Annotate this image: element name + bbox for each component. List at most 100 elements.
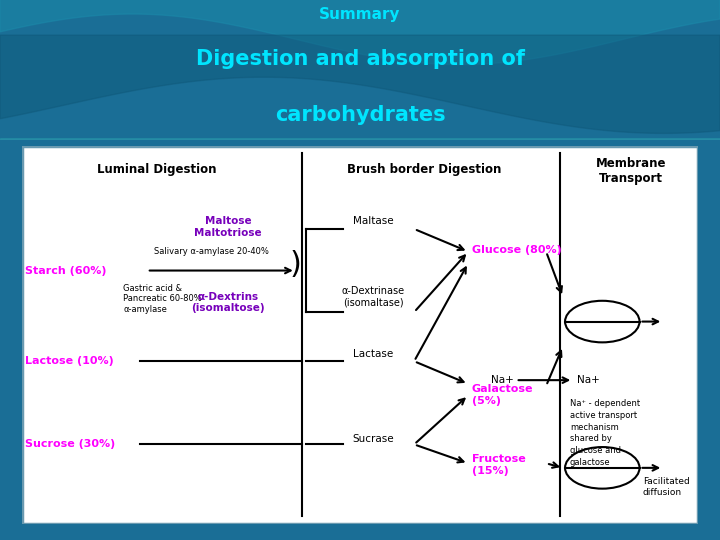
Bar [0,139,720,140]
Bar [0,139,720,140]
Bar [0,139,720,140]
Bar [0,139,720,140]
Text: Digestion and absorption of: Digestion and absorption of [196,49,524,69]
Bar [0,139,720,140]
Bar [0,139,720,140]
Bar [0,139,720,140]
Bar [0,139,720,140]
Bar [0,139,720,140]
Bar [0,139,720,140]
Bar [0,139,720,140]
Bar [0,139,720,140]
Bar [0,139,720,140]
Text: Luminal Digestion: Luminal Digestion [97,163,217,176]
Bar [0,139,720,140]
Bar [0,139,720,140]
Bar [0,139,720,140]
Bar [0,139,720,140]
Text: α-Dextrinase
(isomaltase): α-Dextrinase (isomaltase) [342,286,405,308]
Bar [0,139,720,140]
Bar [0,139,720,140]
Bar [0,139,720,140]
Bar [0,139,720,140]
Bar [0,139,720,140]
Bar [0,139,720,140]
Bar [0,139,720,140]
Bar [0,139,720,140]
Bar [0,139,720,140]
Bar [0,139,720,140]
Bar [0,139,720,140]
Bar [0,139,720,140]
Bar [0,139,720,140]
Bar [0,139,720,140]
Text: ): ) [289,251,302,279]
Text: Facilitated
diffusion: Facilitated diffusion [643,477,690,497]
Bar [0,139,720,140]
Bar [0,139,720,140]
Text: Maltase: Maltase [354,217,394,226]
Bar [0,139,720,140]
Bar [0,139,720,140]
Bar [0,139,720,140]
Bar [0,139,720,140]
Bar [0,139,720,140]
Bar [0,139,720,140]
Bar [0,139,720,140]
Bar [0,139,720,140]
Text: Maltose
Maltotriose: Maltose Maltotriose [194,216,262,238]
Bar [0,139,720,140]
Bar [0,139,720,140]
Bar [0,139,720,140]
Bar [0,139,720,140]
Bar [0,139,720,140]
Bar [0,139,720,140]
Bar [0,139,720,140]
Bar [0,139,720,140]
Bar [0,139,720,140]
Text: Sucrase: Sucrase [353,434,395,444]
Text: Membrane
Transport: Membrane Transport [595,157,666,185]
Bar [0,139,720,140]
Bar [0,139,720,140]
Bar [0,139,720,140]
Bar [0,139,720,140]
Bar [0,139,720,140]
Bar [0,139,720,140]
Bar [0,139,720,140]
Bar [0,139,720,140]
Bar [0,139,720,140]
Bar [0,139,720,140]
Bar [0,139,720,140]
Text: Starch (60%): Starch (60%) [25,266,107,275]
Bar [0,139,720,140]
Bar [0,139,720,140]
Bar [0,139,720,140]
Bar [0,139,720,140]
Bar [0,139,720,140]
Bar [0,139,720,140]
Bar [0,139,720,140]
Bar [0,139,720,140]
Bar [0,139,720,140]
FancyBboxPatch shape [22,146,698,524]
Bar [0,139,720,140]
Bar [0,139,720,140]
Bar [0,139,720,140]
Text: Brush border Digestion: Brush border Digestion [347,163,502,176]
Text: Fructose
(15%): Fructose (15%) [472,455,526,476]
Bar [0,139,720,140]
Bar [0,139,720,140]
Text: Gastric acid &
Pancreatic 60-80%
α-amylase: Gastric acid & Pancreatic 60-80% α-amyla… [123,284,202,314]
Text: Lactose (10%): Lactose (10%) [25,356,114,366]
Bar [0,139,720,140]
Bar [0,139,720,140]
Bar [0,139,720,140]
Text: Salivary α-amylase 20-40%: Salivary α-amylase 20-40% [153,247,269,256]
Bar [0,139,720,140]
Bar [0,139,720,140]
Bar [0,139,720,140]
Bar [0,139,720,140]
Bar [0,139,720,140]
Bar [0,139,720,140]
